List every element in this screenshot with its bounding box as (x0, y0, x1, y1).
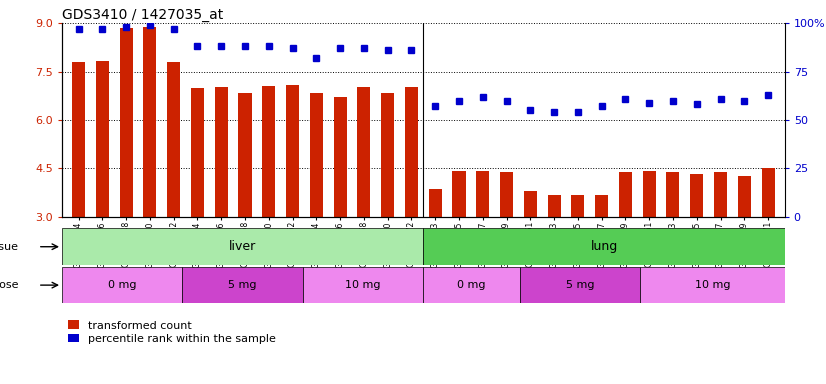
Bar (334, 97, 347, 217)
Bar (640, 267, 785, 303)
Bar (453, 171, 466, 217)
Bar (423, 228, 785, 265)
Bar (144, 27, 156, 217)
Bar (595, 195, 608, 217)
Bar (215, 87, 228, 217)
Bar (738, 175, 751, 217)
Bar (762, 168, 775, 217)
Bar (381, 93, 394, 217)
Bar (429, 189, 442, 217)
Text: liver: liver (229, 240, 256, 253)
Text: tissue: tissue (0, 242, 19, 252)
Bar (691, 174, 703, 217)
Bar (358, 87, 370, 217)
Bar (96, 61, 109, 217)
Text: 5 mg: 5 mg (566, 280, 594, 290)
Text: lung: lung (591, 240, 618, 253)
Text: 10 mg: 10 mg (345, 280, 381, 290)
Text: 0 mg: 0 mg (458, 280, 486, 290)
Text: 5 mg: 5 mg (228, 280, 257, 290)
Bar (619, 172, 632, 217)
Bar (303, 267, 423, 303)
Text: dose: dose (0, 280, 19, 290)
Bar (524, 191, 537, 217)
Bar (548, 195, 561, 217)
Bar (183, 267, 303, 303)
Bar (405, 87, 418, 217)
Bar (120, 28, 133, 217)
Text: GDS3410 / 1427035_at: GDS3410 / 1427035_at (62, 8, 223, 22)
Text: 0 mg: 0 mg (108, 280, 136, 290)
Bar (714, 172, 727, 217)
Bar (643, 171, 656, 217)
Bar (72, 63, 85, 217)
Bar (62, 228, 423, 265)
Bar (500, 172, 513, 217)
Bar (262, 86, 275, 217)
Legend: transformed count, percentile rank within the sample: transformed count, percentile rank withi… (68, 320, 275, 344)
Bar (239, 93, 252, 217)
Bar (286, 85, 299, 217)
Bar (572, 195, 585, 217)
Bar (667, 172, 680, 217)
Bar (167, 63, 180, 217)
Bar (62, 267, 183, 303)
Bar (191, 88, 204, 217)
Bar (520, 267, 640, 303)
Bar (310, 93, 323, 217)
Bar (423, 267, 520, 303)
Text: 10 mg: 10 mg (695, 280, 730, 290)
Bar (477, 171, 489, 217)
